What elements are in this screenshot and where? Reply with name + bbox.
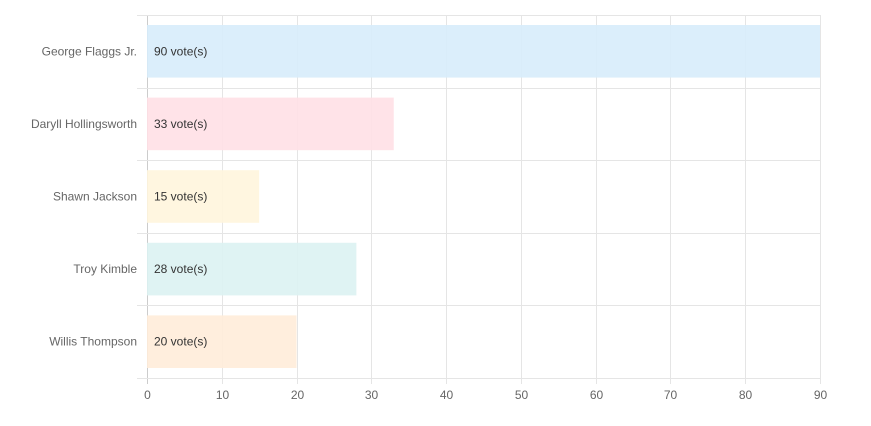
bar-data-label: 28 vote(s)	[154, 262, 207, 276]
bar	[147, 170, 260, 223]
x-tick-label: 0	[144, 388, 151, 402]
x-tick-label: 70	[664, 388, 678, 402]
bar-data-label: 33 vote(s)	[154, 117, 207, 131]
x-tick-label: 40	[440, 388, 454, 402]
y-category-label: George Flaggs Jr.	[42, 44, 137, 58]
x-tick-label: 50	[515, 388, 529, 402]
x-tick-label: 20	[291, 388, 305, 402]
bar-data-label: 15 vote(s)	[154, 190, 207, 204]
bar	[147, 97, 394, 151]
y-category-label: Willis Thompson	[49, 335, 137, 349]
bar	[147, 242, 357, 296]
y-category-label: Troy Kimble	[73, 262, 137, 276]
bar-data-label: 90 vote(s)	[154, 44, 207, 58]
bar-data-label: 20 vote(s)	[154, 335, 207, 349]
x-tick-label: 90	[814, 388, 828, 402]
x-tick-label: 60	[590, 388, 604, 402]
x-tick-label: 10	[216, 388, 230, 402]
y-category-label: Daryll Hollingsworth	[31, 117, 137, 131]
x-tick-label: 80	[739, 388, 753, 402]
bar	[147, 25, 820, 78]
x-tick-label: 30	[365, 388, 379, 402]
bar	[147, 315, 297, 368]
y-category-label: Shawn Jackson	[53, 190, 137, 204]
